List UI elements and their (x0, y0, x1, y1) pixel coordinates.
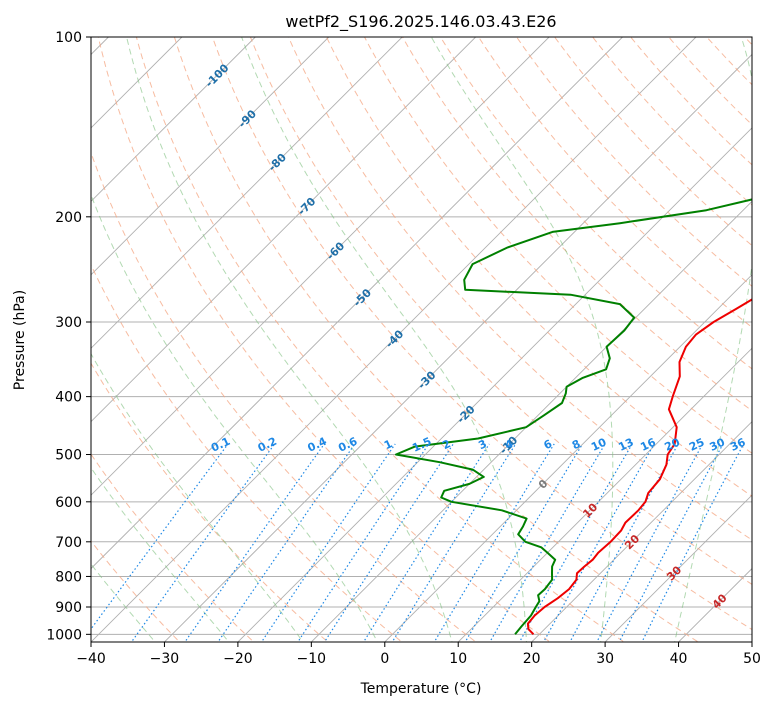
x-tick-label: 50 (743, 651, 761, 667)
y-tick-label: 500 (55, 448, 82, 464)
x-tick-label: −30 (150, 651, 180, 667)
y-tick-label: 600 (55, 495, 82, 511)
x-tick-label: −20 (223, 651, 253, 667)
x-tick-label: 30 (596, 651, 614, 667)
x-tick-label: 0 (380, 651, 389, 667)
y-tick-label: 700 (55, 535, 82, 551)
y-tick-label: 100 (55, 30, 82, 46)
x-tick-label: −40 (76, 651, 106, 667)
y-tick-label: 200 (55, 210, 82, 226)
x-tick-label: 40 (670, 651, 688, 667)
x-tick-label: −10 (297, 651, 327, 667)
x-tick-label: 20 (523, 651, 541, 667)
x-axis-label: Temperature (°C) (360, 681, 482, 697)
x-tick-label: 10 (449, 651, 467, 667)
y-tick-label: 300 (55, 315, 82, 331)
y-tick-label: 1000 (46, 627, 82, 643)
y-tick-label: 400 (55, 390, 82, 406)
y-axis-label: Pressure (hPa) (12, 290, 28, 390)
y-tick-label: 900 (55, 600, 82, 616)
y-tick-label: 800 (55, 569, 82, 585)
chart-title: wetPf2_S196.2025.146.03.43.E26 (285, 12, 556, 32)
